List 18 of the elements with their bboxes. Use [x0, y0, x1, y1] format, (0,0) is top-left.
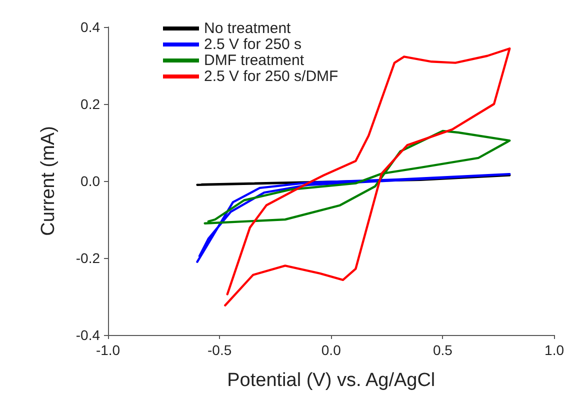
x-tick-label: 0.0: [321, 342, 342, 358]
y-tick-label: 0.4: [80, 19, 100, 35]
line-series: [204, 130, 511, 224]
x-tick-label: -0.5: [208, 342, 232, 358]
y-tick-label: 0.2: [80, 96, 100, 112]
y-axis-title: Current (mA): [38, 126, 59, 236]
legend-label: DMF treatment: [204, 52, 305, 69]
x-tick-label: -1.0: [96, 342, 120, 358]
legend-label: No treatment: [204, 20, 292, 37]
y-tick-label: -0.4: [76, 327, 100, 343]
line-series: [196, 172, 511, 263]
legend-label: 2.5 V for 250 s: [204, 36, 302, 53]
y-tick-label: -0.2: [76, 250, 100, 266]
legend-label: 2.5 V for 250 s/DMF: [204, 68, 338, 85]
x-tick-label: 0.5: [432, 342, 453, 358]
y-tick-label: 0.0: [80, 173, 100, 189]
x-axis-title: Potential (V) vs. Ag/AgCl: [227, 370, 436, 391]
x-tick-label: 1.0: [544, 342, 564, 358]
